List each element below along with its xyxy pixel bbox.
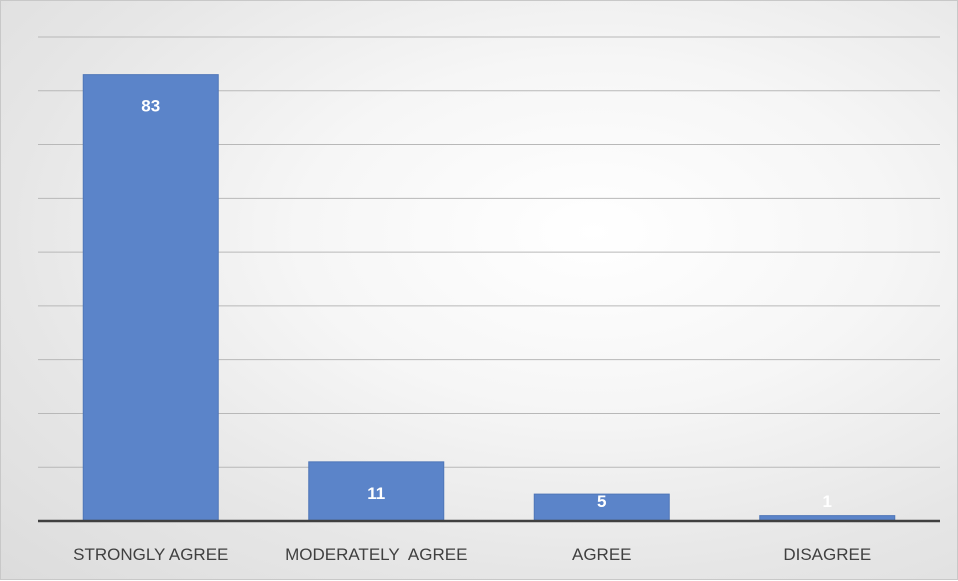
- data-label: 5: [597, 492, 606, 511]
- bar-strongly-agree: [82, 74, 219, 522]
- category-label: MODERATELY AGREE: [285, 545, 467, 564]
- category-label: AGREE: [572, 545, 632, 564]
- bar-moderately-agree: [308, 461, 445, 522]
- data-label: 83: [141, 97, 160, 116]
- data-label: 1: [823, 492, 832, 511]
- bars: [82, 74, 896, 522]
- category-label: STRONGLY AGREE: [73, 545, 228, 564]
- data-labels: 83 11 5 1: [141, 97, 832, 511]
- data-label: 11: [367, 484, 385, 503]
- category-labels: STRONGLY AGREE MODERATELY AGREE AGREE DISAG…: [73, 545, 871, 564]
- category-label: DISAGREE: [783, 545, 871, 564]
